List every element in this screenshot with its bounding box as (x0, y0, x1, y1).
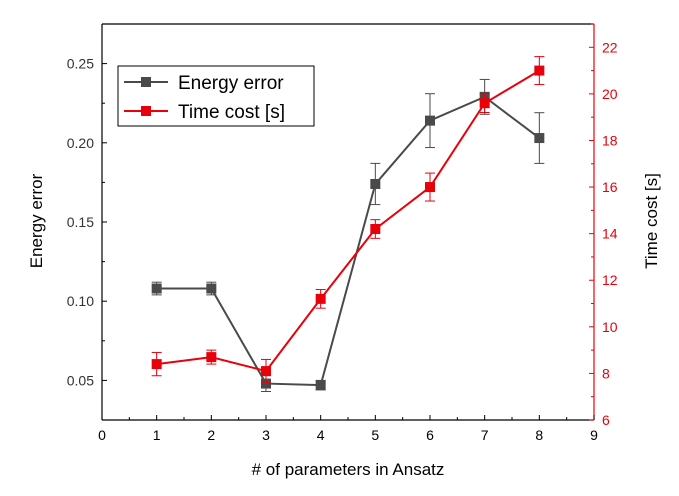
x-tick-label: 7 (481, 427, 489, 443)
y-right-tick-label: 10 (602, 319, 618, 335)
y-right-tick-label: 22 (602, 39, 618, 55)
data-point (151, 359, 162, 370)
y-right-tick-label: 8 (602, 365, 610, 381)
data-point (534, 65, 545, 76)
y-right-tick-label: 14 (602, 226, 618, 242)
legend-label: Energy error (178, 73, 284, 94)
x-tick-label: 6 (426, 427, 434, 443)
data-point (206, 352, 217, 363)
legend-marker (141, 106, 151, 116)
y-right-tick-label: 12 (602, 272, 618, 288)
data-point (315, 293, 326, 304)
x-tick-label: 3 (262, 427, 270, 443)
data-point (261, 378, 271, 389)
x-tick-label: 4 (317, 427, 325, 443)
y-right-axis-title: Time cost [s] (642, 173, 661, 269)
x-tick-label: 5 (371, 427, 379, 443)
data-point (315, 380, 326, 391)
y-left-tick-label: 0.10 (67, 293, 94, 309)
y-right-axis: 6 8 10 12 14 16 18 20 22 (589, 23, 618, 428)
legend-item: Energy error (124, 73, 284, 94)
data-point (479, 98, 490, 109)
legend-label: Time cost [s] (178, 102, 285, 123)
y-right-tick-label: 18 (602, 132, 618, 148)
data-point (425, 115, 435, 126)
x-tick-label: 1 (153, 427, 161, 443)
y-left-axis: 0.05 0.10 0.15 0.20 0.25 (67, 23, 107, 421)
x-tick-label: 2 (207, 427, 215, 443)
legend: Energy error Time cost [s] (117, 65, 315, 127)
legend-marker (141, 77, 151, 87)
y-left-tick-label: 0.05 (67, 372, 94, 388)
series-time-cost (151, 56, 545, 384)
data-point (206, 283, 217, 294)
y-left-axis-title: Energy error (27, 173, 46, 268)
x-tick-label: 8 (535, 427, 543, 443)
series-energy-error (151, 78, 545, 392)
series-layer (151, 56, 545, 392)
series-line (156, 69, 540, 373)
x-tick-label: 0 (98, 427, 106, 443)
y-left-tick-label: 0.25 (67, 56, 94, 72)
y-right-tick-label: 16 (602, 179, 618, 195)
y-left-tick-label: 0.20 (67, 135, 94, 151)
y-right-tick-label: 20 (602, 86, 618, 102)
x-tick-label: 9 (590, 427, 598, 443)
data-point (151, 283, 162, 294)
data-point (261, 366, 271, 377)
y-right-tick-label: 6 (602, 412, 610, 428)
x-axis-title: # of parameters in Ansatz (252, 460, 445, 479)
x-axis: 0 1 2 3 4 5 6 7 8 9 (98, 415, 598, 443)
legend-item: Time cost [s] (124, 102, 285, 123)
y-left-tick-label: 0.15 (67, 214, 94, 230)
data-point (425, 182, 435, 193)
series-line (156, 95, 540, 387)
data-point (370, 223, 381, 234)
data-point (534, 133, 545, 144)
data-point (370, 178, 381, 189)
